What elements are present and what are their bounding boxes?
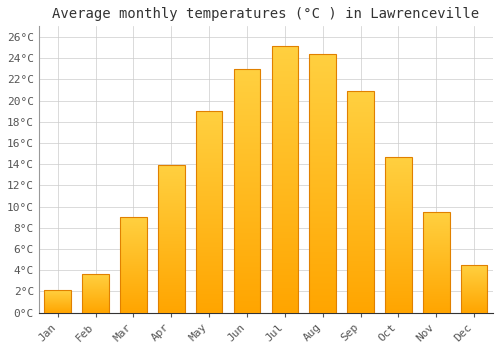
Bar [234,69,260,313]
Bar [44,290,71,313]
Title: Average monthly temperatures (°C ) in Lawrenceville: Average monthly temperatures (°C ) in La… [52,7,480,21]
Bar [120,217,146,313]
Bar [385,157,411,313]
Bar [423,212,450,313]
Bar [310,54,336,313]
Bar [348,91,374,313]
Bar [272,47,298,313]
Bar [82,274,109,313]
Bar [158,165,184,313]
Bar [461,265,487,313]
Bar [196,111,222,313]
